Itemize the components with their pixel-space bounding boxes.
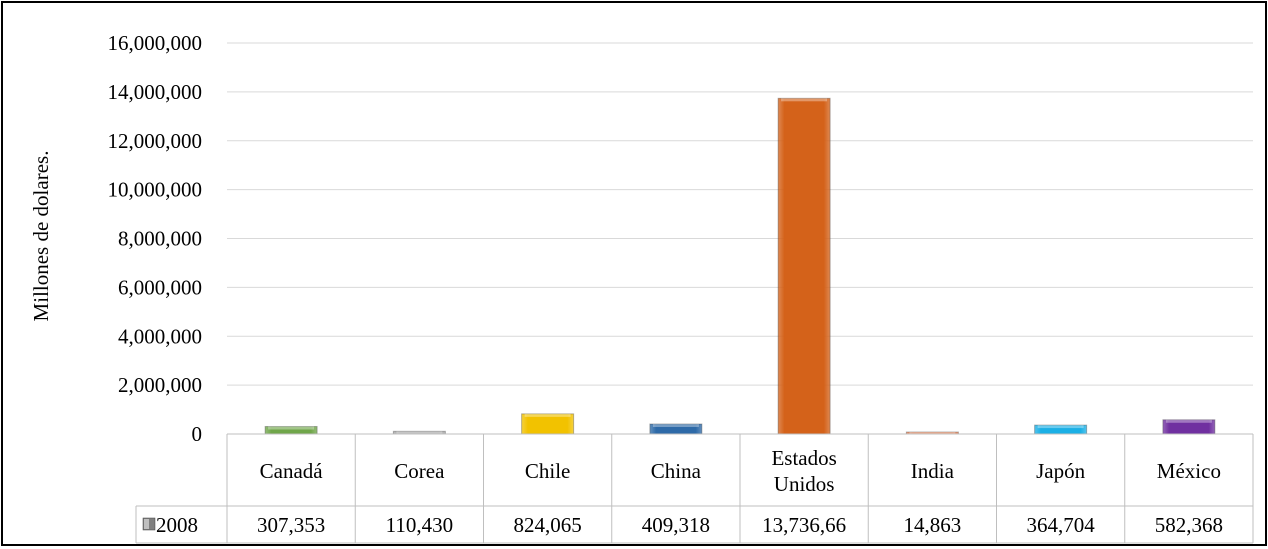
category-label: México (1157, 459, 1221, 483)
bar-chart: 0 2,000,000 4,000,000 6,000,000 8,000,000 10,… (29, 31, 1254, 544)
bar-highlight (1037, 425, 1084, 429)
table-value: 824,065 (514, 513, 582, 537)
y-tick-label: 16,000,000 (108, 31, 203, 55)
y-tick-label: 0 (192, 422, 203, 446)
bar-highlight (781, 98, 828, 102)
bar-highlight (1165, 419, 1212, 423)
table-value: 110,430 (386, 513, 453, 537)
y-axis-label: Millones de dolares. (29, 151, 53, 322)
bar-highlight (268, 426, 315, 430)
category-label: China (651, 459, 702, 483)
data-table: Canadá Corea Chile China Estados Unidos India J… (135, 433, 1254, 544)
table-value: 582,368 (1155, 513, 1223, 537)
bar-estados-unidos (777, 97, 831, 435)
bar-highlight (524, 413, 571, 417)
bars (264, 97, 1216, 435)
category-label: Japón (1036, 459, 1085, 483)
legend-series-name: 2008 (156, 513, 198, 537)
bar-highlight (652, 423, 699, 427)
y-tick-label: 8,000,000 (118, 227, 202, 251)
legend-swatch-highlight (144, 519, 149, 529)
category-label: Estados Unidos (771, 446, 836, 496)
gridlines (227, 42, 1253, 386)
y-tick-label: 6,000,000 (118, 275, 202, 299)
y-tick-label: 2,000,000 (118, 373, 202, 397)
bar-chile (521, 413, 575, 435)
bar-highlight (909, 432, 956, 434)
bar-highlight (396, 431, 443, 434)
y-tick-label: 10,000,000 (108, 178, 203, 202)
y-tick-label: 4,000,000 (118, 324, 202, 348)
table-value: 13,736,66 (762, 513, 846, 537)
table-value: 14,863 (904, 513, 962, 537)
category-label: Chile (525, 459, 571, 483)
table-value: 307,353 (257, 513, 325, 537)
y-tick-label: 12,000,000 (108, 129, 203, 153)
y-axis-ticks: 0 2,000,000 4,000,000 6,000,000 8,000,000 10,… (108, 31, 203, 446)
table-value: 409,318 (642, 513, 710, 537)
category-label: Corea (394, 459, 445, 483)
table-value: 364,704 (1027, 513, 1096, 537)
category-label: India (911, 459, 955, 483)
y-tick-label: 14,000,000 (108, 80, 203, 104)
category-label: Canadá (260, 459, 324, 483)
